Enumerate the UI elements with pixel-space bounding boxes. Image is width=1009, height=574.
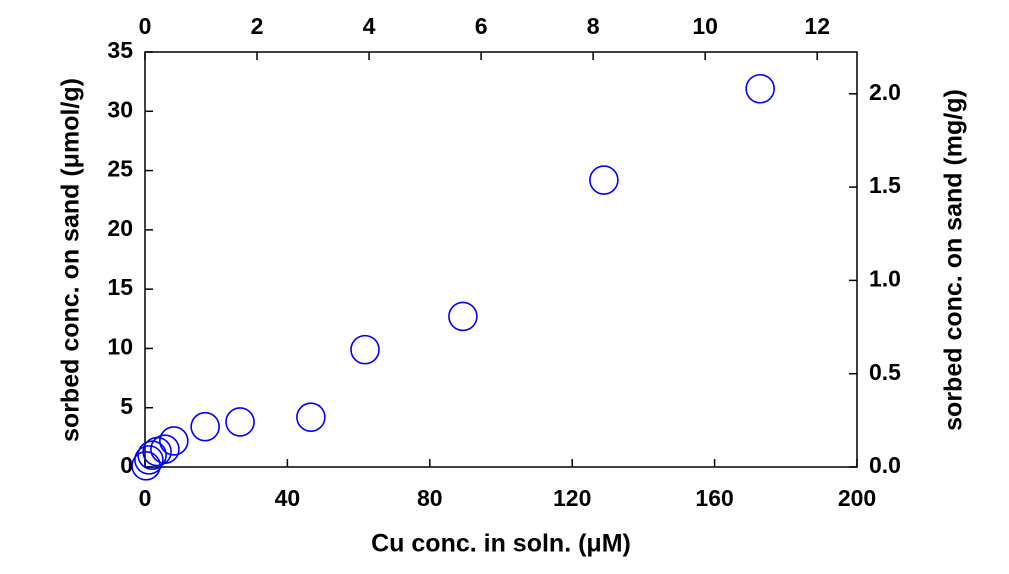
marker (159, 426, 189, 456)
x-axis-label: Cu conc. in soln. (μM) (371, 530, 631, 558)
x-tick-label: 40 (275, 485, 301, 511)
y2-tick-label: 2.0 (869, 79, 901, 105)
y-tick-label: 25 (107, 156, 133, 182)
x2-tick-label: 0 (139, 13, 152, 39)
x2-tick-label: 12 (804, 13, 830, 39)
y2-tick-label: 0.5 (869, 359, 901, 385)
x2-tick-label: 6 (475, 13, 488, 39)
marker (134, 445, 164, 475)
x-tick-label: 0 (139, 485, 152, 511)
marker (589, 165, 619, 195)
marker (745, 73, 775, 104)
x-tick-label: 80 (417, 485, 443, 511)
x-tick-label: 120 (553, 485, 591, 511)
y-axis-label: sorbed conc. on sand (μmol/g) (57, 78, 85, 442)
marker (137, 440, 167, 470)
x-tick-label: 160 (695, 485, 733, 511)
marker (448, 301, 478, 332)
marker (350, 334, 380, 365)
x2-tick-label: 10 (692, 13, 718, 39)
y-tick-label: 20 (107, 215, 133, 241)
y2-axis-label: sorbed conc. on sand (mg/g) (940, 89, 968, 431)
marker (150, 434, 180, 465)
x2-tick-label: 8 (587, 13, 600, 39)
y-tick-label: 35 (107, 37, 133, 63)
x2-tick-label: 4 (363, 13, 376, 39)
plot-frame (144, 51, 858, 468)
y-tick-label: 5 (120, 393, 133, 419)
y-tick-label: 15 (107, 274, 133, 300)
marker (296, 402, 326, 433)
y2-tick-label: 1.5 (869, 172, 901, 198)
y-tick-label: 30 (107, 96, 133, 122)
x2-tick-label: 2 (251, 13, 264, 39)
y2-tick-label: 0.0 (869, 452, 901, 478)
y-tick-label: 10 (107, 334, 133, 360)
marker (190, 411, 220, 442)
y2-tick-label: 1.0 (869, 265, 901, 291)
y-tick-label: 0 (120, 452, 133, 478)
marker (225, 407, 255, 437)
x-tick-label: 200 (838, 485, 876, 511)
